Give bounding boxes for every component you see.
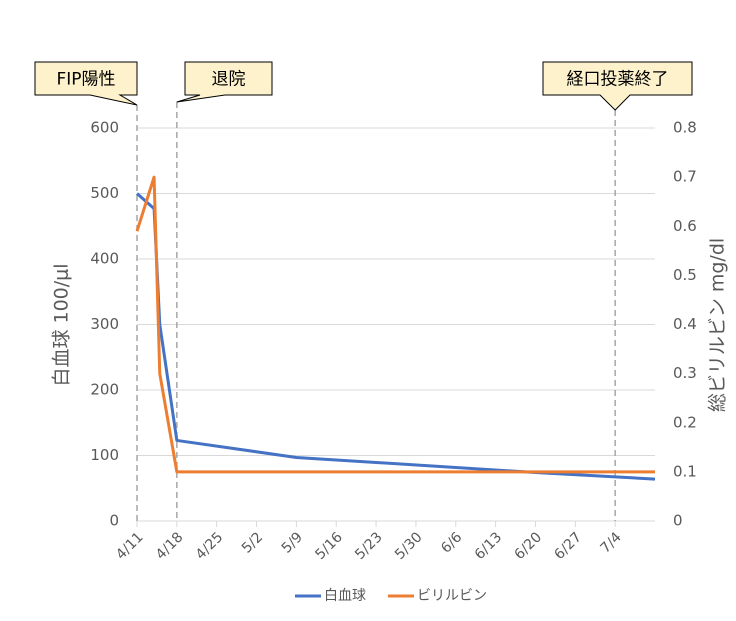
callout-text: 経口投薬終了 [567,70,669,90]
legend-label: ビリルビン [417,588,487,604]
y-tick-label: 600 [90,119,119,137]
series-line [135,175,655,474]
y-axis-label: 白血球 100/μl [51,263,73,386]
y-tick-label: 100 [90,446,119,464]
y-tick-label: 300 [90,315,119,333]
x-tick-label: 4/18 [153,529,187,563]
callout-text: FIP陽性 [56,70,115,90]
y2-tick-label: 0.3 [673,364,697,382]
x-tick-label: 6/20 [512,529,546,563]
x-tick-label: 5/16 [312,529,346,563]
y2-tick-label: 0.6 [673,217,697,235]
y2-tick-label: 0 [673,512,683,530]
x-tick-label: 4/11 [113,529,147,563]
y2-tick-label: 0.5 [673,266,697,284]
y-tick-label: 400 [90,250,119,268]
callout-box [176,61,273,103]
legend-item: ビリルビン [388,588,487,604]
x-tick-label: 4/25 [193,529,227,563]
y-tick-label: 200 [90,381,119,399]
y2-axis-label: 総ビリルビン mg/dl [707,238,729,412]
callout-box [542,61,693,111]
callout: 退院 [176,61,273,103]
x-tick-label: 6/27 [551,529,585,563]
y-tick-label: 500 [90,184,119,202]
callout: FIP陽性 [34,61,138,106]
x-tick-label: 6/13 [472,529,506,563]
x-tick-label: 5/2 [239,529,266,556]
x-tick-label: 6/6 [438,529,465,556]
legend-item: 白血球 [295,588,366,604]
y-tick-label: 0 [109,512,119,530]
y2-tick-label: 0.8 [673,119,697,137]
y2-tick-label: 0.4 [673,315,697,333]
callout-text: 退院 [212,70,246,90]
y2-tick-label: 0.1 [673,462,697,480]
x-tick-label: 7/4 [598,529,625,556]
y2-tick-label: 0.2 [673,413,697,431]
callout-box [34,61,138,106]
x-tick-label: 5/30 [392,529,426,563]
callout: 経口投薬終了 [542,61,693,111]
y2-tick-label: 0.7 [673,168,697,186]
legend-label: 白血球 [324,588,366,604]
x-tick-label: 5/23 [352,529,386,563]
x-tick-label: 5/9 [279,529,306,556]
series-line [136,192,656,481]
